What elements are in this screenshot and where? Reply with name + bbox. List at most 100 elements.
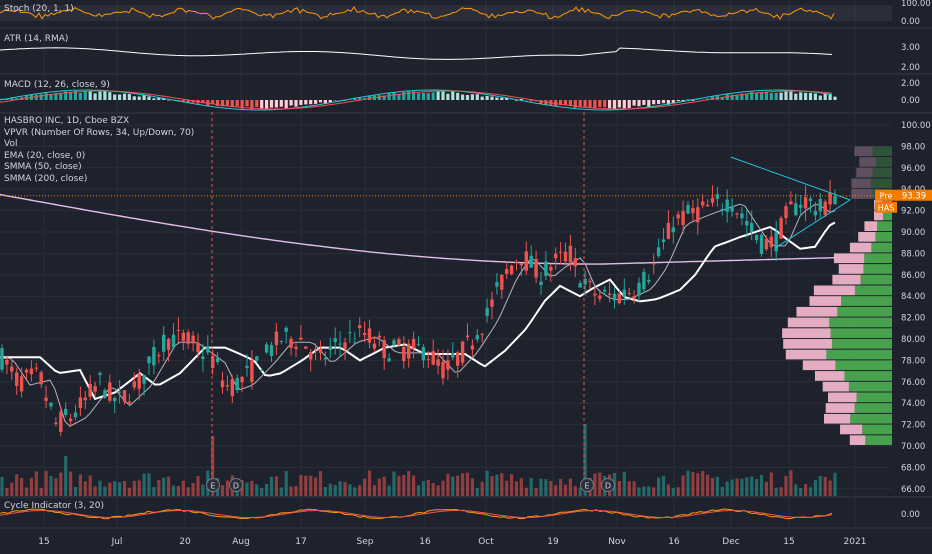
macd-hist-bar xyxy=(466,95,469,100)
candle-body xyxy=(216,358,219,362)
atr-tick-label: 3.00 xyxy=(901,43,920,53)
candle-body xyxy=(221,381,224,388)
macd-hist-bar xyxy=(275,100,278,107)
macd-hist-bar xyxy=(618,100,621,107)
macd-hist-bar xyxy=(833,97,836,100)
candle-body xyxy=(760,235,763,254)
volume-bar xyxy=(520,478,523,496)
candle-body xyxy=(657,247,660,256)
volume-bar xyxy=(221,485,224,496)
volume-bar xyxy=(196,476,199,496)
volume-bar xyxy=(451,476,454,496)
volume-bar xyxy=(5,488,8,496)
volume-bar xyxy=(294,486,297,496)
vpvr-down-bar xyxy=(809,296,841,306)
macd-hist-bar xyxy=(652,100,655,104)
candle-body xyxy=(525,251,528,270)
volume-bar xyxy=(35,471,38,496)
candle-body xyxy=(167,339,170,350)
stoch-tick-label: 100.00 xyxy=(901,0,931,9)
candle-body xyxy=(265,344,268,352)
macd-hist-bar xyxy=(677,100,680,101)
candle-body xyxy=(30,369,33,375)
vpvr-up-bar xyxy=(862,425,892,435)
vpvr-down-bar xyxy=(782,328,830,338)
macd-hist-bar xyxy=(113,94,116,100)
macd-hist-bar xyxy=(128,94,131,100)
candle-body xyxy=(182,333,185,341)
macd-hist-bar xyxy=(299,100,302,105)
volume-bar xyxy=(358,485,361,496)
candle-body xyxy=(147,356,150,363)
candle-body xyxy=(128,402,131,404)
vpvr-down-bar xyxy=(850,435,866,445)
volume-bar xyxy=(59,473,62,496)
volume-bar xyxy=(123,481,126,496)
candle-body xyxy=(69,418,72,421)
candle-body xyxy=(579,283,582,287)
macd-hist-bar xyxy=(94,93,97,100)
volume-bar xyxy=(481,482,484,496)
symbol-label: HASBRO INC, 1D, Cboe BZX xyxy=(4,116,194,128)
macd-hist-bar xyxy=(304,100,307,104)
candle-body xyxy=(466,336,469,338)
macd-legend: MACD (12, 26, close, 9) xyxy=(4,80,110,92)
candle-body xyxy=(667,223,670,239)
x-tick-label: 16 xyxy=(668,537,680,547)
candle-body xyxy=(162,335,165,352)
macd-histogram xyxy=(0,91,836,110)
candle-body xyxy=(740,213,743,218)
price-tick-label: 82.00 xyxy=(901,314,925,324)
candle-body xyxy=(662,239,665,242)
candle-body xyxy=(378,336,381,338)
volume-bar xyxy=(94,486,97,496)
candle-body xyxy=(54,423,57,424)
candle-body xyxy=(196,343,199,352)
volume-bar xyxy=(304,476,307,496)
macd-hist-bar xyxy=(59,93,62,100)
macd-hist-bar xyxy=(118,95,121,100)
volume-bar xyxy=(711,478,714,496)
volume-bar xyxy=(466,473,469,496)
macd-hist-bar xyxy=(789,91,792,100)
volume-bar xyxy=(392,471,395,496)
macd-hist-bar xyxy=(446,94,449,100)
candle-body xyxy=(407,344,410,359)
marker-letter: E xyxy=(584,482,589,491)
volume-bar xyxy=(309,476,312,496)
atr-label: ATR (14, RMA) xyxy=(4,34,68,46)
candle-body xyxy=(730,206,733,211)
volume-bar xyxy=(775,488,778,496)
macd-hist-bar xyxy=(481,97,484,100)
price-tick-label: 92.00 xyxy=(901,207,925,217)
volume-bar xyxy=(84,481,87,496)
x-tick-label: Sep xyxy=(357,537,374,547)
atr-tick-label: 2.00 xyxy=(901,63,920,73)
candle-body xyxy=(79,397,82,408)
macd-hist-bar xyxy=(441,91,444,100)
volume-bar xyxy=(486,471,489,496)
candle-body xyxy=(632,296,635,298)
candle-body xyxy=(779,218,782,239)
cycle-tick-label: 0.00 xyxy=(901,510,920,520)
volume-bar xyxy=(662,476,665,496)
volume-bar xyxy=(143,474,146,496)
candle-body xyxy=(642,272,645,289)
candle-body xyxy=(481,334,484,335)
volume-bar xyxy=(157,480,160,496)
volume-bar xyxy=(348,484,351,496)
volume-bar xyxy=(829,481,832,496)
volume-bar xyxy=(549,481,552,496)
volume-bar xyxy=(652,487,655,496)
macd-hist-bar xyxy=(437,91,440,100)
stoch-band xyxy=(0,5,892,21)
candle-body xyxy=(280,341,283,342)
macd-hist-bar xyxy=(745,94,748,100)
volume-bar xyxy=(745,477,748,496)
vpvr-up-bar xyxy=(850,414,892,424)
volume-bar xyxy=(569,478,572,496)
vpvr-down-bar xyxy=(824,414,850,424)
volume-bar xyxy=(794,484,797,496)
